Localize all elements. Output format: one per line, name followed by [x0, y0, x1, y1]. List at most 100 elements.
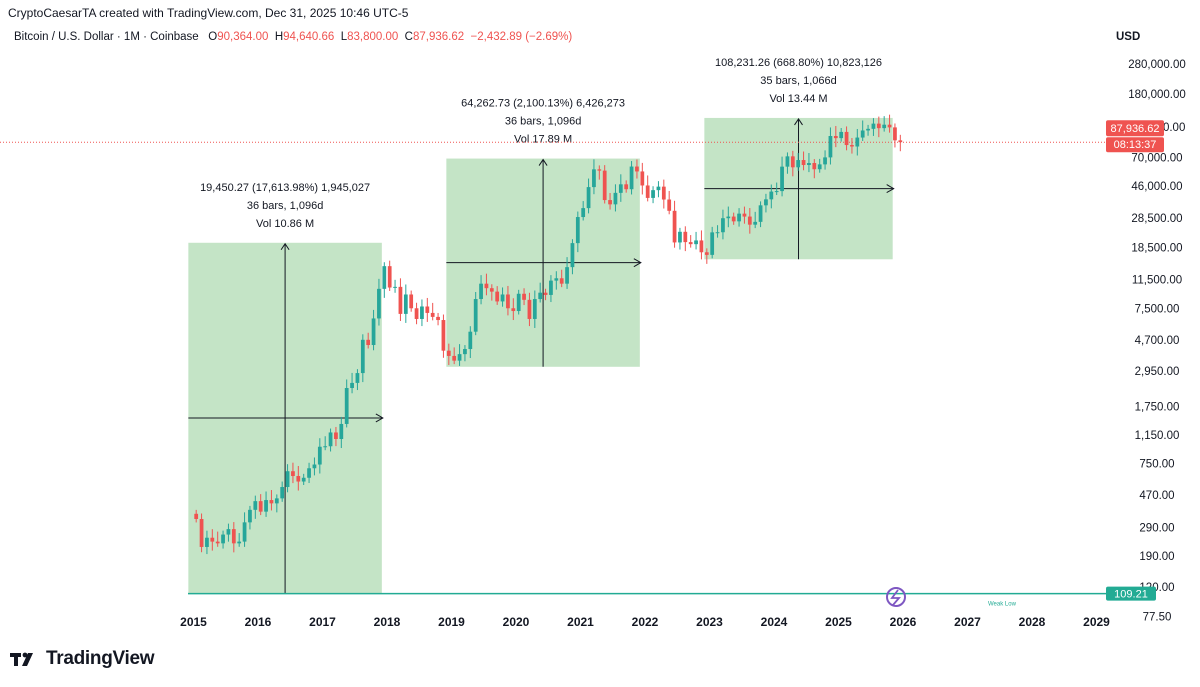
candle-body — [446, 350, 451, 356]
currency-label[interactable]: USD — [1116, 31, 1141, 43]
y-tick-label: 70,000.00 — [1131, 153, 1182, 165]
last-price-tag — [1106, 120, 1164, 137]
support-price-value: 109.21 — [1114, 589, 1148, 601]
low-value: 83,800.00 — [347, 31, 399, 43]
candle-body — [704, 252, 709, 255]
candle-body — [559, 278, 564, 284]
candle-body — [221, 534, 225, 544]
candle-body — [710, 232, 715, 255]
candle-body — [667, 199, 672, 211]
measure-varrow-2 — [538, 158, 548, 166]
y-tick-label: 4,700.00 — [1135, 335, 1180, 347]
y-tick-label: 2,950.00 — [1135, 366, 1180, 378]
candle-body — [285, 471, 290, 488]
candle-body — [629, 166, 634, 190]
candle-body — [409, 294, 414, 309]
candle-body — [371, 318, 376, 346]
candle-body — [242, 522, 247, 542]
y-tick-label: 750.00 — [1139, 459, 1174, 471]
candle-body — [812, 163, 817, 170]
candle-body — [328, 432, 333, 447]
candle-body — [608, 200, 612, 205]
open-value: 90,364.00 — [217, 31, 269, 43]
candle-body — [307, 468, 311, 478]
candle-body — [833, 135, 838, 139]
candle-body — [199, 518, 204, 547]
chart-credit: CryptoCaesarTA created with TradingView.… — [8, 6, 409, 20]
event-marker-icon — [886, 587, 906, 607]
candle-body — [382, 266, 387, 289]
candle-body — [581, 208, 586, 218]
candle-body — [215, 541, 220, 544]
candle-body — [554, 278, 559, 281]
candle-body — [452, 355, 457, 361]
y-tick-label: 1,150.00 — [1135, 430, 1180, 442]
candle-body — [339, 423, 344, 440]
candle-body — [882, 124, 887, 129]
open-label: O — [208, 31, 218, 43]
candle-body — [398, 286, 403, 314]
measure-varrow-1 — [280, 242, 290, 251]
candle-body — [194, 513, 199, 519]
candle-body — [624, 184, 629, 190]
candle-body — [807, 163, 811, 166]
y-tick-label: 470.00 — [1139, 490, 1174, 502]
candle-body — [296, 476, 301, 482]
tradingview-logo-icon — [10, 652, 33, 666]
candle-body — [231, 529, 236, 544]
candle-body — [489, 288, 494, 292]
candle-body — [366, 339, 371, 346]
candle-body — [323, 446, 328, 448]
candle-body — [801, 160, 806, 166]
candle-body — [672, 210, 677, 243]
candle-body — [430, 312, 435, 317]
candle-body — [683, 231, 688, 243]
candle-body — [264, 500, 268, 512]
x-tick-label: 2015 — [180, 615, 207, 629]
candle-body — [441, 320, 446, 351]
candle-body — [387, 266, 392, 288]
countdown-value: 08:13:37 — [1114, 139, 1157, 151]
candle-body — [317, 446, 322, 465]
symbol-name[interactable]: Bitcoin / U.S. Dollar · 1M · Coinbase — [14, 31, 199, 43]
y-tick-label: 290.00 — [1139, 523, 1174, 535]
candle-body — [839, 131, 844, 139]
tradingview-logo[interactable]: TradingView — [10, 648, 155, 670]
high-value: 94,640.66 — [283, 31, 335, 43]
countdown-tag — [1106, 137, 1164, 153]
candle-body — [269, 500, 274, 504]
candle-body — [844, 131, 849, 146]
candle-body — [699, 240, 704, 253]
candle-body — [344, 388, 349, 424]
candle-body — [420, 306, 424, 319]
change-value: −2,432.89 (−2.69%) — [470, 31, 573, 43]
candle-body — [866, 128, 870, 131]
candle-body — [248, 509, 252, 523]
measure-bars-label-1: 36 bars, 1,096d — [247, 200, 323, 212]
measure-range-label-3: 108,231.26 (668.80%) 10,823,126 — [715, 57, 882, 69]
x-tick-label: 2029 — [1083, 615, 1110, 629]
candle-body — [484, 283, 489, 289]
candle-body — [828, 135, 833, 158]
x-tick-label: 2019 — [438, 615, 465, 629]
candle-body — [678, 231, 682, 243]
candle-body — [414, 308, 419, 319]
candle-body — [731, 216, 736, 222]
x-tick-label: 2025 — [825, 615, 852, 629]
candle-body — [210, 537, 215, 542]
close-value: 87,936.62 — [412, 31, 465, 43]
x-tick-label: 2016 — [245, 615, 272, 629]
measure-range-label-1: 19,450.27 (17,613.98%) 1,945,027 — [200, 182, 370, 194]
candle-body — [274, 498, 279, 504]
candle-body — [747, 216, 752, 225]
candle-body — [258, 501, 263, 512]
x-tick-label: 2027 — [954, 615, 981, 629]
candle-body — [586, 187, 591, 209]
candle-body — [532, 299, 537, 319]
candle-body — [575, 217, 580, 244]
candle-body — [500, 294, 505, 302]
support-price-tag — [1106, 586, 1156, 601]
candle-body — [758, 205, 763, 222]
low-label: L — [340, 31, 348, 43]
